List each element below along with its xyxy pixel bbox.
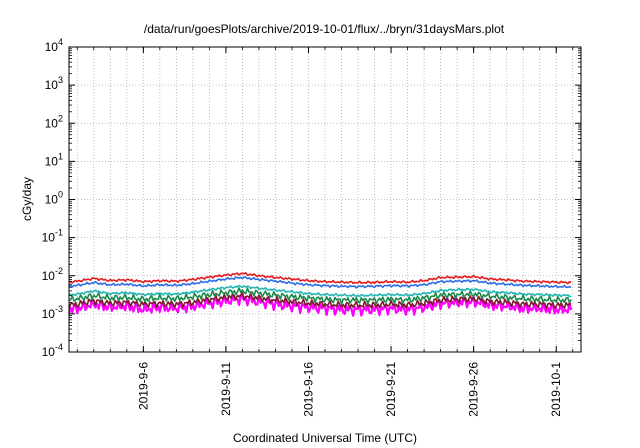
series-line-4 xyxy=(68,291,572,310)
y-tick-label: 104 xyxy=(45,37,63,54)
y-tick-label: 100 xyxy=(45,190,63,207)
x-axis: 2019-9-6 2019-9-11 2019-9-16 2019-9-21 2019-… xyxy=(76,47,574,417)
series-line-3 xyxy=(68,287,572,305)
x-axis-label: Coordinated Universal Time (UTC) xyxy=(233,431,417,445)
series-layer xyxy=(67,272,573,317)
y-tick-label: 10-4 xyxy=(42,342,63,359)
y-tick-label: 10-2 xyxy=(42,266,63,283)
series-line-2 xyxy=(68,284,572,298)
y-tick-label: 101 xyxy=(45,151,63,168)
y-axis: 10-4 10-3 10-2 10-1 100 101 102 103 104 xyxy=(42,37,581,359)
x-tick-label: 2019-9-26 xyxy=(467,362,481,417)
x-tick-label: 2019-9-21 xyxy=(384,362,398,417)
x-tick-label: 2019-9-6 xyxy=(136,362,150,410)
y-tick-label: 102 xyxy=(45,113,63,130)
chart-title: /data/run/goesPlots/archive/2019-10-01/f… xyxy=(144,22,505,36)
x-tick-label: 2019-9-16 xyxy=(301,362,315,417)
series-line-1 xyxy=(68,276,572,289)
y-axis-label: cGy/day xyxy=(20,177,34,221)
y-tick-label: 10-3 xyxy=(42,304,63,321)
y-tick-label: 10-1 xyxy=(42,228,63,245)
x-tick-label: 2019-9-11 xyxy=(219,362,233,416)
series-line-0 xyxy=(68,272,572,285)
grid xyxy=(69,47,581,352)
y-tick-label: 103 xyxy=(45,75,63,92)
x-tick-label: 2019-10-1 xyxy=(549,362,563,417)
